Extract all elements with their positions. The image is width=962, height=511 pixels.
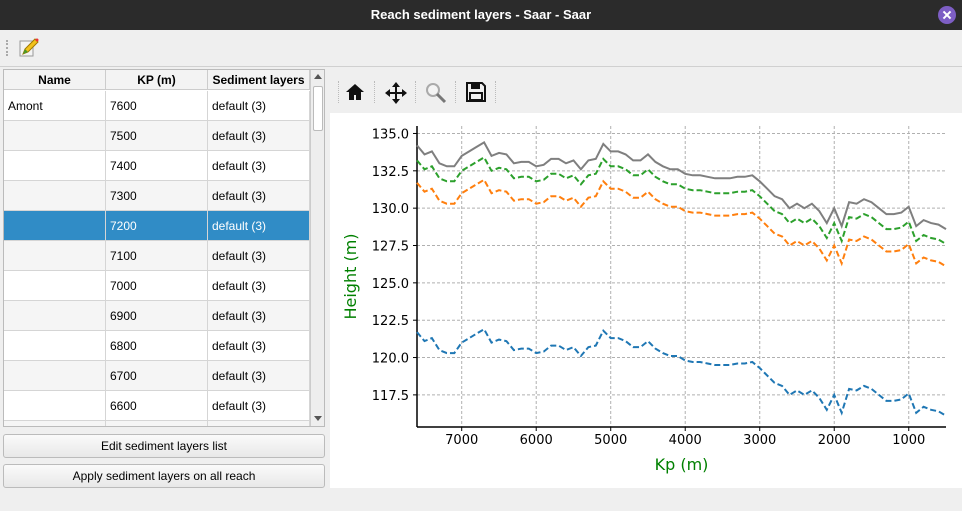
scroll-down-icon[interactable] xyxy=(314,416,322,421)
x-tick-label: 3000 xyxy=(743,433,776,448)
sediment-table: Name KP (m) Sediment layers Amont 7600 def… xyxy=(3,69,325,427)
y-tick-label: 135.0 xyxy=(372,127,409,142)
table-row[interactable]: 7300 default (3) xyxy=(4,181,310,211)
cell-layers[interactable] xyxy=(208,421,310,426)
edit-sediment-layers-button[interactable]: Edit sediment layers list xyxy=(3,434,325,458)
table-row[interactable]: 7500 default (3) xyxy=(4,121,310,151)
cell-kp[interactable]: 7100 xyxy=(106,241,208,271)
cell-name[interactable] xyxy=(4,181,106,211)
x-tick-label: 4000 xyxy=(669,433,702,448)
y-axis-label: Height (m) xyxy=(341,233,360,319)
y-tick-label: 125.0 xyxy=(372,277,409,292)
cell-name[interactable] xyxy=(4,331,106,361)
y-tick-label: 130.0 xyxy=(372,202,409,217)
status-bar xyxy=(0,490,962,511)
cell-layers[interactable]: default (3) xyxy=(208,331,310,361)
x-tick-label: 5000 xyxy=(594,433,627,448)
table-scrollbar[interactable] xyxy=(310,70,324,426)
table-row[interactable]: 6700 default (3) xyxy=(4,361,310,391)
cell-kp[interactable]: 6800 xyxy=(106,331,208,361)
separator xyxy=(455,81,456,103)
column-header-sediment-layers[interactable]: Sediment layers xyxy=(208,70,310,90)
cell-name[interactable] xyxy=(4,421,106,426)
x-axis-label: Kp (m) xyxy=(655,455,709,474)
main-toolbar xyxy=(0,30,962,67)
cell-name[interactable] xyxy=(4,361,106,391)
cell-kp[interactable] xyxy=(106,421,208,426)
series-line-3 xyxy=(416,327,947,417)
x-tick-label: 6000 xyxy=(520,433,553,448)
cell-layers[interactable]: default (3) xyxy=(208,361,310,391)
cell-layers[interactable]: default (3) xyxy=(208,121,310,151)
separator xyxy=(374,81,375,103)
edit-icon[interactable] xyxy=(18,37,40,59)
cell-name[interactable] xyxy=(4,271,106,301)
x-tick-label: 1000 xyxy=(892,433,925,448)
cell-kp[interactable]: 7200 xyxy=(106,211,208,241)
plot-area[interactable]: 7000 6000 5000 4000 3000 2000 1000 117.5 120.0 12… xyxy=(330,113,962,488)
pan-icon[interactable] xyxy=(383,79,409,105)
column-header-kp[interactable]: KP (m) xyxy=(106,70,208,90)
table-row[interactable] xyxy=(4,421,310,426)
separator xyxy=(495,81,496,103)
cell-kp[interactable]: 7600 xyxy=(106,91,208,121)
home-icon[interactable] xyxy=(342,79,368,105)
cell-kp[interactable]: 7500 xyxy=(106,121,208,151)
table-row[interactable]: 7100 default (3) xyxy=(4,241,310,271)
cell-layers[interactable]: default (3) xyxy=(208,181,310,211)
series-line-0 xyxy=(416,141,947,230)
cell-layers[interactable]: default (3) xyxy=(208,301,310,331)
window-title: Reach sediment layers - Saar - Saar xyxy=(370,7,592,22)
cell-kp[interactable]: 7300 xyxy=(106,181,208,211)
table-row[interactable]: 6800 default (3) xyxy=(4,331,310,361)
table-row[interactable]: 7400 default (3) xyxy=(4,151,310,181)
table-row[interactable]: Amont 7600 default (3) xyxy=(4,91,310,121)
plot-toolbar xyxy=(330,73,962,113)
cell-name[interactable] xyxy=(4,151,106,181)
cell-layers[interactable]: default (3) xyxy=(208,271,310,301)
table-row[interactable]: 6600 default (3) xyxy=(4,391,310,421)
cell-name[interactable]: Amont xyxy=(4,91,106,121)
cell-kp[interactable]: 6600 xyxy=(106,391,208,421)
save-icon[interactable] xyxy=(463,79,489,105)
cell-kp[interactable]: 6900 xyxy=(106,301,208,331)
cell-name[interactable] xyxy=(4,211,106,241)
y-tick-label: 120.0 xyxy=(372,352,409,367)
cell-name[interactable] xyxy=(4,391,106,421)
cell-kp[interactable]: 6700 xyxy=(106,361,208,391)
table-row[interactable]: 7200 default (3) xyxy=(4,211,310,241)
x-tick-label: 2000 xyxy=(818,433,851,448)
apply-sediment-layers-button[interactable]: Apply sediment layers on all reach xyxy=(3,464,325,488)
cell-layers[interactable]: default (3) xyxy=(208,91,310,121)
cell-name[interactable] xyxy=(4,121,106,151)
table-row[interactable]: 7000 default (3) xyxy=(4,271,310,301)
zoom-icon[interactable] xyxy=(423,79,449,105)
separator xyxy=(415,81,416,103)
scrollbar-thumb[interactable] xyxy=(313,86,323,131)
cell-kp[interactable]: 7000 xyxy=(106,271,208,301)
y-tick-label: 132.5 xyxy=(372,165,409,180)
cell-layers[interactable]: default (3) xyxy=(208,241,310,271)
y-tick-label: 122.5 xyxy=(372,314,409,329)
cell-layers[interactable]: default (3) xyxy=(208,391,310,421)
cell-name[interactable] xyxy=(4,301,106,331)
column-header-name[interactable]: Name xyxy=(4,70,106,90)
separator xyxy=(338,81,339,103)
cell-name[interactable] xyxy=(4,241,106,271)
series-line-1 xyxy=(416,156,947,245)
scroll-up-icon[interactable] xyxy=(314,74,322,79)
y-tick-label: 117.5 xyxy=(372,389,409,404)
close-icon[interactable] xyxy=(938,6,956,24)
y-tick-label: 127.5 xyxy=(372,240,409,255)
x-tick-label: 7000 xyxy=(445,433,478,448)
series-line-2 xyxy=(416,178,947,268)
height-chart: 7000 6000 5000 4000 3000 2000 1000 117.5 120.0 12… xyxy=(341,126,947,474)
cell-layers[interactable]: default (3) xyxy=(208,151,310,181)
table-row[interactable]: 6900 default (3) xyxy=(4,301,310,331)
window-titlebar: Reach sediment layers - Saar - Saar xyxy=(0,0,962,30)
cell-kp[interactable]: 7400 xyxy=(106,151,208,181)
toolbar-grip[interactable] xyxy=(6,40,9,56)
cell-layers[interactable]: default (3) xyxy=(208,211,310,241)
